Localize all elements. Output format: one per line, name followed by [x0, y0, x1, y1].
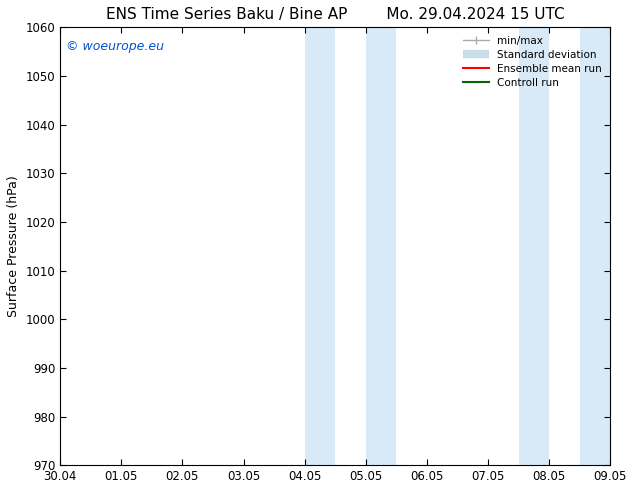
Text: © woeurope.eu: © woeurope.eu [65, 40, 164, 53]
Bar [519, 27, 549, 465]
Bar [366, 27, 396, 465]
Bar [305, 27, 335, 465]
Bar [580, 27, 611, 465]
Y-axis label: Surface Pressure (hPa): Surface Pressure (hPa) [7, 175, 20, 317]
Legend: min/max, Standard deviation, Ensemble mean run, Controll run: min/max, Standard deviation, Ensemble me… [460, 32, 605, 92]
Title: ENS Time Series Baku / Bine AP        Mo. 29.04.2024 15 UTC: ENS Time Series Baku / Bine AP Mo. 29.04… [106, 7, 564, 22]
